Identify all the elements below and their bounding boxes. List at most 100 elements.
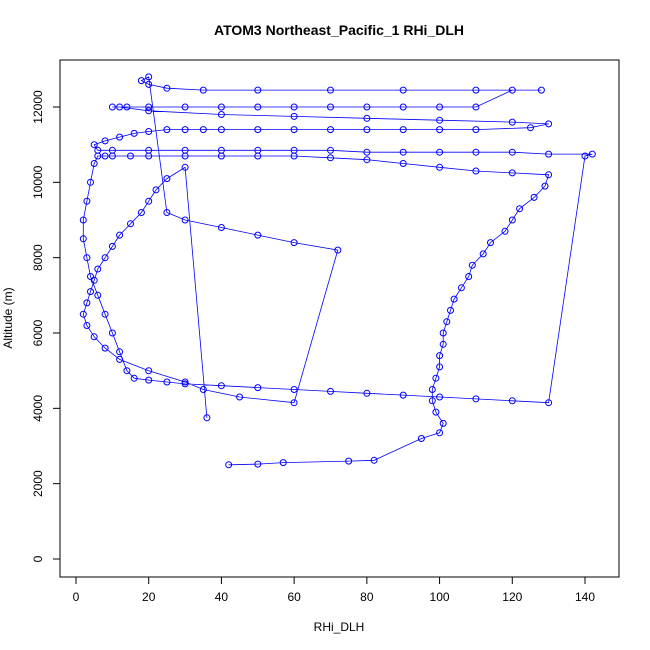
data-point [83, 299, 91, 307]
data-point [443, 318, 451, 326]
data-point [87, 288, 94, 296]
data-point [327, 387, 334, 395]
data-point [399, 160, 407, 167]
data-point [90, 141, 98, 149]
data-point [90, 276, 98, 284]
y-axis-label: Altitude (m) [1, 287, 15, 348]
data-point [94, 291, 102, 299]
x-tick-label: 20 [142, 590, 156, 604]
data-point [327, 86, 334, 94]
data-point [236, 393, 244, 401]
data-point [87, 178, 94, 186]
y-tick-label: 8000 [31, 244, 45, 271]
data-point [137, 77, 145, 85]
data-point [101, 137, 109, 145]
data-point [472, 103, 480, 111]
data-point [130, 129, 138, 137]
data-point [116, 231, 124, 239]
data-point [87, 273, 94, 280]
data-point [472, 395, 480, 403]
data-point [439, 419, 447, 427]
data-point [181, 378, 189, 386]
data-point [487, 239, 494, 247]
data-point [181, 126, 189, 134]
data-point [436, 393, 444, 401]
data-point [327, 126, 334, 134]
data-point [108, 329, 116, 337]
data-point [83, 197, 91, 205]
data-point [101, 344, 109, 352]
data-point [545, 150, 553, 158]
data-point [436, 126, 444, 134]
series-layer [79, 73, 596, 469]
data-point [254, 126, 262, 134]
data-point [428, 397, 436, 405]
data-point [101, 152, 109, 160]
data-point [290, 146, 298, 154]
data-point [83, 254, 91, 262]
data-point [370, 456, 378, 464]
data-point [450, 295, 458, 303]
data-point [399, 148, 407, 156]
data-point [217, 103, 225, 111]
data-point [145, 107, 153, 115]
data-point [545, 120, 553, 128]
data-point [399, 103, 407, 111]
data-point [101, 310, 109, 318]
data-point [127, 220, 134, 228]
data-point [363, 156, 371, 164]
data-point [537, 86, 545, 94]
data-point [116, 348, 124, 356]
data-point [472, 126, 480, 134]
data-point [479, 250, 487, 258]
data-point [254, 86, 262, 94]
data-point [279, 459, 287, 467]
data-point [581, 152, 589, 160]
data-point [508, 169, 516, 177]
data-point [181, 146, 189, 154]
data-point [436, 116, 444, 124]
data-point [94, 146, 102, 154]
data-point [83, 322, 91, 329]
y-tick-label: 12000 [31, 90, 45, 124]
data-point [468, 261, 476, 269]
data-point [163, 378, 171, 386]
data-point [436, 103, 444, 111]
data-point [217, 146, 225, 154]
data-point [508, 86, 516, 94]
data-point [101, 254, 109, 262]
data-point [327, 154, 334, 162]
data-point [399, 86, 407, 94]
data-point [108, 146, 116, 154]
data-point [254, 231, 262, 239]
data-point [199, 86, 207, 94]
x-axis-label: RHi_DLH [314, 620, 365, 634]
data-point [199, 386, 207, 393]
data-point [545, 171, 553, 179]
data-point [363, 148, 371, 156]
data-point [181, 216, 189, 224]
data-point [432, 408, 440, 416]
data-point [290, 103, 298, 111]
y-tick-label: 0 [31, 555, 45, 562]
data-point [516, 205, 524, 213]
x-tick-label: 0 [73, 590, 80, 604]
data-point [530, 193, 538, 201]
data-point [130, 374, 138, 382]
data-point [327, 146, 334, 154]
data-point [116, 355, 124, 363]
data-point [436, 363, 444, 371]
series-line [82, 76, 593, 466]
data-point [181, 103, 189, 111]
data-point [334, 246, 342, 254]
y-axis: 0 2000 4000 6000 8000 10000 12000 [31, 90, 61, 562]
data-point [436, 352, 444, 360]
x-tick-label: 120 [502, 590, 522, 604]
data-point [217, 111, 225, 118]
data-point [363, 389, 371, 397]
data-point [79, 310, 87, 318]
data-point [163, 84, 171, 92]
data-point [290, 386, 298, 393]
data-point [94, 265, 102, 273]
data-point [254, 460, 262, 468]
